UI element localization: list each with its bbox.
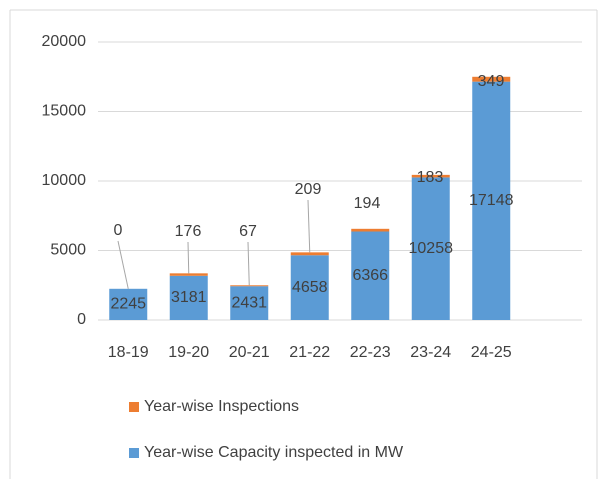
- data-label: 10258: [409, 240, 454, 257]
- legend-label: Year-wise Inspections: [144, 398, 299, 415]
- data-label: 2431: [231, 294, 267, 311]
- legend-label: Year-wise Capacity inspected in MW: [144, 444, 404, 461]
- data-label: 6366: [352, 267, 388, 284]
- data-label: 2245: [110, 296, 146, 313]
- data-label: 176: [175, 223, 202, 240]
- bar-segment: [411, 177, 450, 320]
- x-tick-label: 18-19: [108, 344, 149, 361]
- bar-segment: [411, 174, 450, 178]
- y-tick-label: 10000: [42, 172, 87, 189]
- data-label: 3181: [171, 289, 207, 306]
- x-tick-label: 19-20: [168, 344, 209, 361]
- bar-segment: [351, 228, 390, 232]
- bar-segment: [230, 285, 269, 287]
- leader-line: [247, 241, 250, 286]
- y-tick-label: 15000: [42, 103, 87, 120]
- data-label: 183: [417, 169, 444, 186]
- bar-segment: [290, 252, 329, 256]
- y-tick-label: 20000: [42, 33, 87, 50]
- legend-swatch: [129, 402, 139, 412]
- bar-segment: [230, 286, 269, 320]
- x-tick-label: 24-25: [471, 344, 512, 361]
- bar-segment: [290, 255, 329, 320]
- bar-segment: [472, 76, 511, 82]
- data-label: 67: [239, 223, 257, 240]
- y-tick-label: 5000: [50, 242, 86, 259]
- data-label: 349: [478, 73, 505, 90]
- data-label: 194: [354, 195, 381, 212]
- bar-segment: [351, 231, 390, 320]
- x-tick-label: 20-21: [229, 344, 270, 361]
- x-tick-label: 22-23: [350, 344, 391, 361]
- x-tick-label: 21-22: [289, 344, 330, 361]
- bar-segment: [472, 81, 511, 321]
- leader-line: [187, 241, 190, 274]
- data-label: 4658: [292, 279, 328, 296]
- data-label: 0: [114, 222, 123, 239]
- x-tick-label: 23-24: [410, 344, 451, 361]
- bar-segment: [169, 273, 208, 276]
- legend-swatch: [129, 448, 139, 458]
- leader-line: [117, 240, 129, 289]
- data-label: 209: [295, 181, 322, 198]
- y-tick-label: 0: [77, 311, 86, 328]
- bar-segment: [109, 288, 148, 320]
- data-label: 17148: [469, 192, 514, 209]
- leader-line: [307, 199, 311, 253]
- bar-segment: [169, 275, 208, 320]
